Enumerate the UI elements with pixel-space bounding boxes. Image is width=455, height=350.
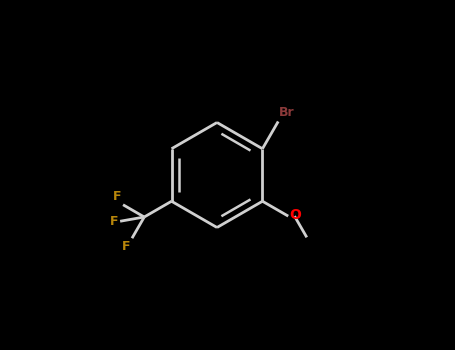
Text: Br: Br xyxy=(279,106,294,119)
Text: F: F xyxy=(110,215,118,228)
Text: F: F xyxy=(122,240,131,253)
Text: F: F xyxy=(113,190,121,203)
Text: O: O xyxy=(290,209,302,223)
